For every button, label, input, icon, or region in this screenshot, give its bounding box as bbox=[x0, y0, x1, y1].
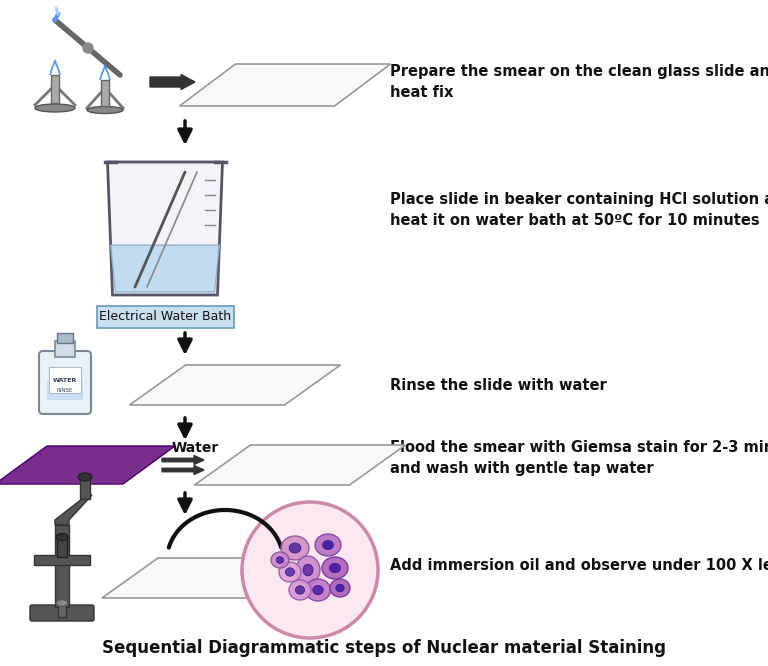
Ellipse shape bbox=[56, 599, 68, 607]
Text: RINSE: RINSE bbox=[57, 388, 73, 392]
Text: Flood the smear with Giemsa stain for 2-3 minutes
and wash with gentle tap water: Flood the smear with Giemsa stain for 2-… bbox=[390, 440, 768, 476]
Ellipse shape bbox=[56, 533, 68, 541]
Bar bbox=[57, 537, 67, 557]
Ellipse shape bbox=[303, 564, 313, 576]
Polygon shape bbox=[194, 445, 406, 485]
Bar bbox=[55, 525, 69, 607]
Circle shape bbox=[242, 502, 378, 638]
Bar bbox=[57, 333, 73, 343]
Bar bbox=[58, 603, 66, 617]
Ellipse shape bbox=[289, 580, 311, 600]
FancyBboxPatch shape bbox=[97, 306, 233, 328]
FancyBboxPatch shape bbox=[30, 605, 94, 621]
Bar bbox=[101, 80, 109, 106]
FancyArrow shape bbox=[150, 75, 195, 89]
FancyBboxPatch shape bbox=[39, 351, 91, 414]
FancyArrow shape bbox=[162, 466, 204, 474]
Text: Electrical Water Bath: Electrical Water Bath bbox=[99, 310, 231, 324]
Text: Sequential Diagrammatic steps of Nuclear material Staining: Sequential Diagrammatic steps of Nuclear… bbox=[102, 639, 666, 657]
Ellipse shape bbox=[330, 579, 350, 597]
Bar bbox=[51, 75, 59, 103]
Ellipse shape bbox=[286, 568, 295, 576]
Ellipse shape bbox=[78, 473, 92, 481]
Circle shape bbox=[83, 43, 93, 53]
Ellipse shape bbox=[315, 534, 341, 556]
Ellipse shape bbox=[35, 104, 75, 112]
Text: Water: Water bbox=[171, 441, 219, 455]
Ellipse shape bbox=[296, 556, 320, 584]
Ellipse shape bbox=[329, 563, 340, 573]
Bar bbox=[47, 380, 83, 400]
Polygon shape bbox=[55, 495, 92, 525]
Polygon shape bbox=[111, 245, 220, 292]
Ellipse shape bbox=[323, 540, 333, 549]
Ellipse shape bbox=[281, 536, 309, 560]
Ellipse shape bbox=[279, 562, 301, 582]
Polygon shape bbox=[130, 365, 340, 405]
Ellipse shape bbox=[296, 586, 305, 594]
Bar bbox=[34, 555, 90, 565]
Text: Place slide in beaker containing HCl solution and
heat it on water bath at 50ºC : Place slide in beaker containing HCl sol… bbox=[390, 192, 768, 228]
Ellipse shape bbox=[289, 543, 301, 553]
Text: Rinse the slide with water: Rinse the slide with water bbox=[390, 378, 607, 392]
Ellipse shape bbox=[271, 552, 289, 568]
Polygon shape bbox=[102, 558, 308, 598]
Bar bbox=[55, 341, 75, 357]
Ellipse shape bbox=[276, 557, 284, 563]
Bar bbox=[80, 477, 90, 499]
Polygon shape bbox=[108, 162, 223, 295]
Ellipse shape bbox=[306, 579, 330, 601]
Polygon shape bbox=[180, 64, 390, 106]
Ellipse shape bbox=[313, 585, 323, 595]
Ellipse shape bbox=[87, 107, 123, 113]
Ellipse shape bbox=[322, 557, 348, 579]
Ellipse shape bbox=[336, 584, 344, 592]
Polygon shape bbox=[100, 65, 110, 80]
Text: Prepare the smear on the clean glass slide and
heat fix: Prepare the smear on the clean glass sli… bbox=[390, 64, 768, 100]
Text: WATER: WATER bbox=[53, 378, 77, 382]
Bar bbox=[49, 367, 81, 393]
FancyArrow shape bbox=[162, 456, 204, 464]
Polygon shape bbox=[0, 446, 175, 484]
Polygon shape bbox=[50, 60, 60, 75]
Text: Add immersion oil and observe under 100 X lenses: Add immersion oil and observe under 100 … bbox=[390, 557, 768, 573]
